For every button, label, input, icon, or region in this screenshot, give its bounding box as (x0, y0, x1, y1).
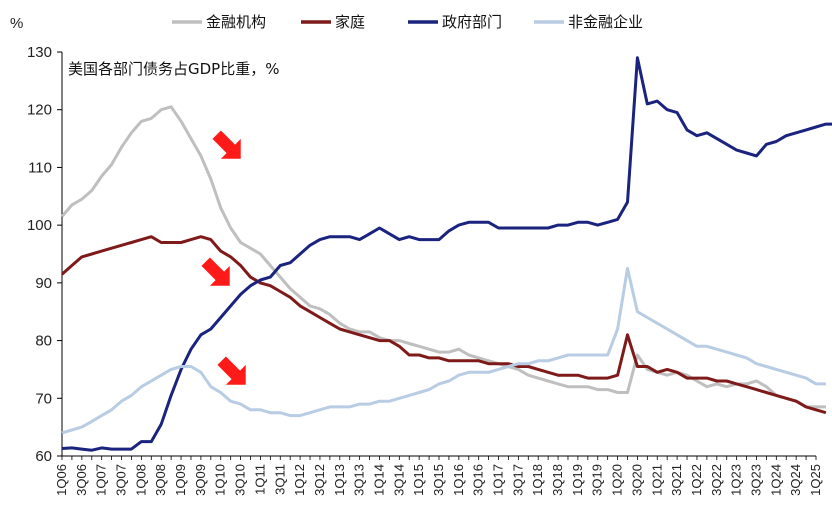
x-tick-label: 3Q16 (471, 464, 486, 496)
x-tick-label: 1Q18 (530, 464, 545, 496)
x-tick-label: 1Q23 (729, 464, 744, 496)
y-axis-unit-label: % (10, 15, 23, 32)
x-tick-label: 3Q14 (391, 464, 406, 496)
x-tick-label: 3Q13 (352, 464, 367, 496)
chart-title: 美国各部门债务占GDP比重，% (68, 60, 279, 78)
x-tick-label: 3Q07 (114, 464, 129, 496)
red-arrow-icon (201, 257, 230, 286)
x-tick-label: 3Q15 (431, 464, 446, 496)
x-tick-label: 3Q18 (550, 464, 565, 496)
y-axis: 60 70 80 90 100 110 120 130 (27, 44, 63, 465)
y-tick-label: 60 (35, 448, 52, 465)
y-tick-label: 120 (27, 102, 52, 119)
x-tick-label: 1Q17 (491, 464, 506, 496)
y-tick-label: 80 (35, 333, 52, 350)
x-axis: 1Q06 3Q06 1Q07 3Q07 1Q08 3Q08 1Q09 3Q09 1Q10 3Q10… (54, 455, 823, 496)
x-tick-label: 1Q25 (808, 464, 823, 496)
x-tick-label: 3Q23 (748, 464, 763, 496)
x-tick-label: 1Q22 (689, 464, 704, 496)
x-tick-label: 1Q09 (173, 464, 188, 496)
x-tick-label: 3Q12 (312, 464, 327, 496)
y-tick-label: 90 (35, 275, 52, 292)
x-tick-label: 3Q06 (74, 464, 89, 496)
x-tick-label: 3Q11 (272, 464, 287, 495)
x-tick-label: 1Q14 (371, 464, 386, 496)
x-tick-label: 1Q06 (54, 464, 69, 496)
x-tick-label: 1Q19 (570, 464, 585, 496)
y-tick-label: 110 (28, 159, 52, 176)
x-tick-label: 1Q20 (610, 464, 625, 496)
red-arrow-icon (212, 130, 241, 159)
y-tick-label: 100 (27, 217, 52, 234)
legend: 金融机构 家庭 政府部门 非金融企业 (172, 13, 643, 31)
x-tick-label: 3Q22 (709, 464, 724, 496)
x-tick-label: 1Q07 (94, 464, 109, 496)
x-tick-label: 3Q20 (629, 464, 644, 496)
y-tick-label: 70 (35, 390, 52, 407)
x-tick-label: 3Q19 (590, 464, 605, 496)
red-arrow-icon (217, 356, 246, 385)
series-line-1 (61, 235, 827, 415)
series-layer (60, 56, 832, 452)
x-tick-label: 3Q08 (153, 464, 168, 496)
legend-label-0: 金融机构 (206, 13, 266, 31)
legend-label-3: 非金融企业 (568, 13, 643, 31)
x-tick-label: 3Q24 (788, 464, 803, 496)
x-tick-label: 3Q17 (510, 464, 525, 496)
x-tick-label: 3Q10 (233, 464, 248, 496)
legend-label-2: 政府部门 (442, 13, 502, 31)
x-tick-label: 1Q08 (133, 464, 148, 496)
x-tick-label: 1Q24 (768, 464, 783, 496)
x-tick-label: 3Q21 (669, 464, 684, 496)
x-tick-label: 1Q21 (649, 464, 664, 496)
series-line-2 (61, 56, 832, 452)
x-tick-label: 3Q09 (193, 464, 208, 496)
x-tick-label: 1Q15 (411, 464, 426, 496)
x-tick-label: 1Q13 (332, 464, 347, 496)
legend-label-1: 家庭 (335, 13, 365, 31)
series-line-0 (60, 105, 826, 409)
annotation-layer (201, 130, 246, 385)
y-tick-label: 130 (27, 44, 52, 61)
x-tick-label: 1Q16 (451, 464, 466, 496)
series-line-3 (61, 266, 826, 435)
x-tick-label: 1Q12 (292, 464, 307, 496)
x-tick-label: 1Q11 (252, 464, 267, 495)
x-tick-label: 1Q10 (213, 464, 228, 496)
